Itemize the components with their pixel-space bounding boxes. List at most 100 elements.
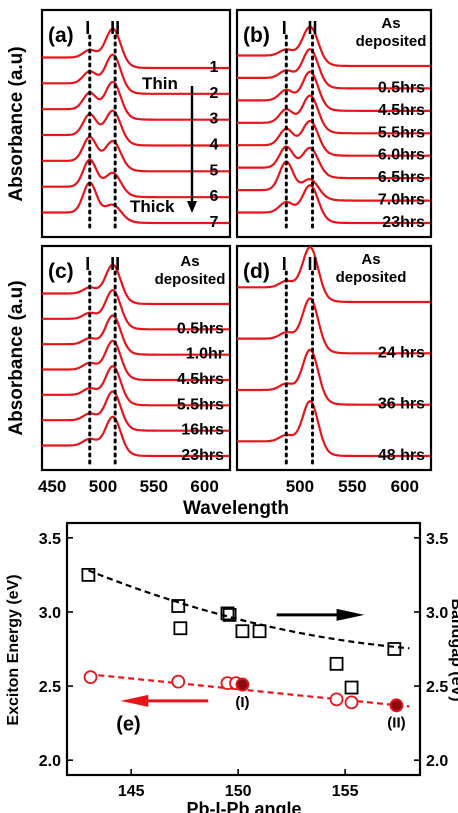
series-label: 1.0hr — [186, 346, 224, 363]
spectrum-curve-c-1 — [42, 263, 230, 306]
data-point-square — [81, 567, 96, 582]
series-label: As — [180, 253, 199, 270]
y-right-tick-label: 2.5 — [426, 679, 448, 696]
peak-label-II: II — [307, 18, 317, 38]
data-point-square — [220, 606, 235, 621]
panel-e-frame — [65, 521, 422, 777]
x-tick-label: 500 — [286, 477, 314, 496]
spectrum-curve-b-7 — [237, 160, 431, 202]
series-label: deposited — [356, 33, 427, 50]
x-tick-label: 450 — [38, 477, 66, 496]
data-point-circle — [344, 695, 359, 710]
series-label: 3 — [210, 111, 219, 128]
y-tick-label: 3.5 — [39, 531, 61, 548]
data-point-square — [329, 656, 344, 671]
y-tick-label: 2.0 — [39, 753, 61, 770]
data-point-square — [171, 599, 186, 613]
series-label: 24 hrs — [378, 344, 425, 361]
series-label: 6 — [210, 188, 219, 205]
spectrum-curve-c-2 — [42, 289, 230, 331]
x-axis-label: Wavelength — [183, 498, 289, 519]
data-point-square — [252, 624, 267, 639]
spectrum-curve-a-1 — [42, 27, 230, 70]
y-right-tick-label: 3.0 — [426, 605, 448, 622]
series-label: 7 — [210, 214, 219, 231]
spectra-curves — [42, 25, 431, 458]
x-axis-label: Pb-I-Pb angle — [186, 799, 301, 813]
y-right-tick-label: 3.5 — [426, 531, 448, 548]
series-label: 0.5hrs — [378, 79, 425, 96]
spectrum-curve-a-7 — [42, 181, 230, 225]
x-tick-label: 150 — [225, 783, 252, 800]
series-label: 1 — [210, 59, 219, 76]
data-point-square — [222, 608, 237, 622]
panel-e-plot: 2.0 2.5 3.0 3.5 2.0 2.5 3.0 3.5 145 150 155 Pb-I-Pb… — [5, 531, 458, 813]
spectrum-curve-a-2 — [42, 53, 230, 95]
data-point-circle — [329, 692, 344, 707]
spectrum-curve-c-7 — [42, 415, 230, 458]
peak-lines — [88, 34, 315, 466]
spectrum-curve-d-3 — [237, 348, 431, 406]
spectrum-curve-b-6 — [237, 145, 431, 180]
y-tick-label: 2.5 — [39, 679, 61, 696]
series-label: 16hrs — [181, 422, 224, 439]
series-label: 48 hrs — [378, 447, 425, 464]
spectrum-curve-d-2 — [237, 297, 431, 355]
series-label: 6.0hrs — [378, 147, 425, 164]
series-label: 7.0hrs — [378, 192, 425, 209]
annotation-thin: Thin — [142, 74, 178, 93]
series-label: As — [381, 15, 400, 32]
data-point-square — [173, 621, 188, 636]
data-point-circle-filled — [235, 677, 250, 692]
data-point-circle — [83, 670, 98, 685]
annotation-thick: Thick — [130, 197, 175, 216]
y-axis-label: Exciton Energy (eV) — [5, 574, 22, 725]
series-label: 6.5hrs — [378, 169, 425, 186]
spectrum-curve-b-5 — [237, 119, 431, 157]
arrow-right-head — [336, 608, 365, 621]
spectrum-curve-b-1 — [237, 25, 431, 68]
series-label: 4.5hrs — [177, 371, 224, 388]
series-label: 2 — [210, 85, 219, 102]
x-tick-label: 500 — [89, 477, 117, 496]
series-label: 5.5hrs — [177, 396, 224, 413]
data-point-circle-filled — [389, 698, 404, 713]
peak-label-II: II — [110, 254, 120, 274]
series-label: 4.5hrs — [378, 102, 425, 119]
series-label: 23hrs — [181, 447, 224, 464]
series-label: 23hrs — [382, 214, 425, 231]
annotation-II: (II) — [387, 715, 405, 732]
series-label: deposited — [336, 269, 407, 286]
panel-a-frame — [40, 8, 232, 239]
panel-label: (c) — [48, 260, 74, 283]
x-tick-label: 145 — [118, 783, 145, 800]
panel-label: (e) — [116, 714, 140, 736]
series-label: As — [361, 251, 380, 268]
series-label: 4 — [210, 137, 219, 154]
panel-d-frame — [235, 244, 433, 472]
peak-label-II: II — [110, 18, 120, 38]
spectrum-curve-b-8 — [237, 184, 431, 225]
spectrum-curve-b-4 — [237, 94, 431, 135]
x-tick-label: 600 — [391, 477, 419, 496]
peak-label-I: I — [282, 18, 287, 38]
thickness-arrow-head — [187, 201, 197, 213]
panel-c-frame — [40, 244, 232, 472]
y-right-tick-label: 2.0 — [426, 753, 448, 770]
data-point-square — [344, 680, 359, 695]
spectrum-curve-d-4 — [237, 400, 431, 458]
y-axis-label-right: Bandgap (eV) — [448, 598, 458, 701]
series-label: 0.5hrs — [177, 320, 224, 337]
data-point-circle — [171, 674, 186, 689]
x-tick-label: 550 — [338, 477, 366, 496]
panel-label: (b) — [243, 24, 270, 47]
spectrum-curve-b-2 — [237, 48, 431, 90]
peak-label-I: I — [282, 254, 287, 274]
data-point-square — [387, 642, 402, 656]
x-tick-label: 550 — [140, 477, 168, 496]
peak-label-I: I — [85, 254, 90, 274]
spectrum-curve-a-3 — [42, 80, 230, 121]
y-axis-label: Absorbance (a.u) — [6, 46, 27, 201]
